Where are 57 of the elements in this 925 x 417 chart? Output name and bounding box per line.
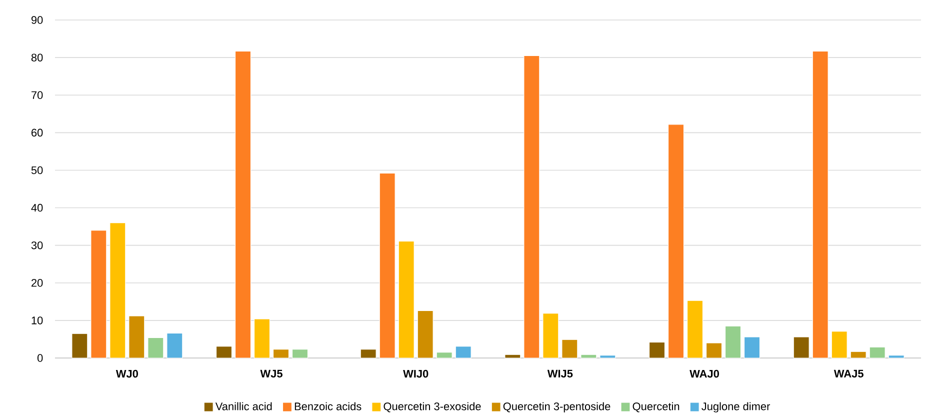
y-tick-label: 20 <box>32 279 43 287</box>
y-tick-label: 50 <box>31 166 43 174</box>
bar <box>600 355 616 358</box>
bar <box>90 230 107 358</box>
bar <box>562 339 578 358</box>
y-tick-label: 60 <box>32 128 43 137</box>
y-tick-label: 10 <box>32 316 43 324</box>
bar <box>379 172 396 358</box>
bar <box>888 355 904 358</box>
x-tick-label: WJ5 <box>260 370 282 378</box>
bar <box>254 318 270 358</box>
bar <box>831 331 848 358</box>
bar <box>72 333 88 358</box>
bar <box>128 316 145 358</box>
bar <box>793 336 810 358</box>
bar <box>360 349 376 358</box>
legend-label: Quercetin <box>632 402 680 412</box>
y-tick-label: 70 <box>32 91 43 99</box>
bar <box>292 349 308 358</box>
bar <box>110 222 126 358</box>
bar <box>668 124 684 358</box>
y-tick-label: 40 <box>31 204 43 212</box>
bar <box>398 240 414 358</box>
bar <box>706 342 722 358</box>
legend-label: Juglone dimer <box>702 402 770 412</box>
legend-label: Quercetin 3-pentoside <box>503 402 610 412</box>
bar <box>166 332 183 358</box>
y-tick-label: 90 <box>31 16 43 24</box>
legend-label: Benzoic acids <box>294 402 362 410</box>
bar <box>148 337 164 358</box>
bar <box>850 351 866 358</box>
x-tick-label: WAJ5 <box>834 370 864 378</box>
y-tick-label: 0 <box>37 354 43 362</box>
legend-label: Vanillic acid <box>215 402 272 410</box>
bar <box>648 342 666 358</box>
bar <box>272 349 290 358</box>
bar <box>216 346 232 358</box>
bar <box>724 326 742 358</box>
bar <box>744 336 760 358</box>
bar <box>812 50 828 358</box>
bar <box>542 313 559 358</box>
bar <box>686 300 704 358</box>
x-tick-label: WJ0 <box>116 370 138 378</box>
x-tick-label: WIJ0 <box>403 370 428 378</box>
legend-label: Quercetin 3-exoside <box>384 402 481 412</box>
y-tick-label: 30 <box>31 241 43 250</box>
y-tick-label: 80 <box>31 54 43 62</box>
bar <box>417 310 434 358</box>
bar <box>580 354 597 358</box>
bar <box>455 346 472 358</box>
bar <box>436 352 452 358</box>
bar <box>524 55 540 358</box>
x-tick-label: WIJ5 <box>547 370 573 378</box>
bar <box>869 346 886 358</box>
bar <box>504 354 521 358</box>
x-tick-label: WAJ0 <box>690 370 719 378</box>
bar <box>234 50 252 358</box>
